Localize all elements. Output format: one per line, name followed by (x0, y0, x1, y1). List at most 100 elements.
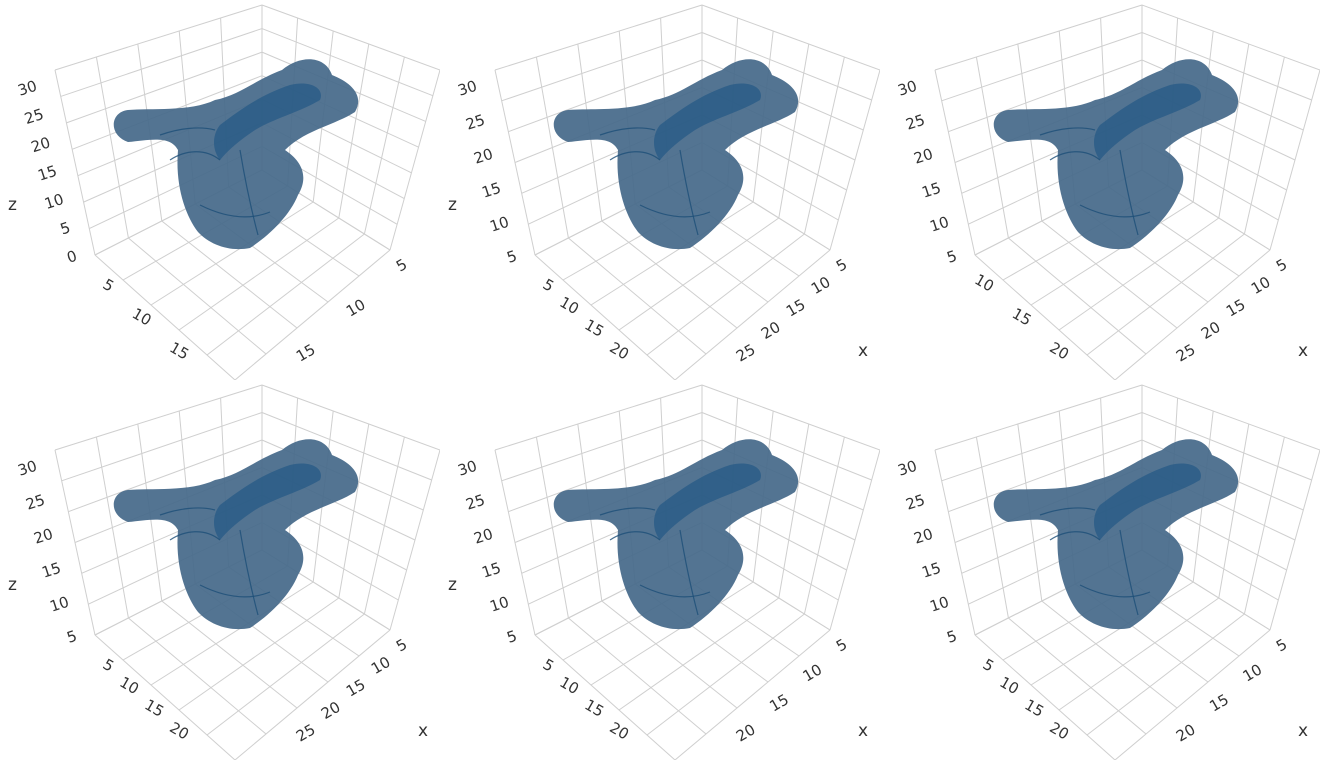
gridline-floor-b (234, 249, 391, 380)
gridline-left-wall-h (54, 384, 263, 451)
gridline-floor-b (178, 217, 340, 331)
gridline-right-wall-v (778, 423, 810, 599)
gridline-left-wall-v (975, 436, 1009, 619)
mesh-ridge-2 (199, 584, 271, 598)
z-tick-label: 10 (928, 593, 952, 616)
y-tick-label: 5 (100, 655, 117, 675)
gridline-left-wall-h (941, 412, 1143, 482)
x-tick-label: 25 (1173, 340, 1199, 365)
z-tick-label: 20 (472, 525, 496, 548)
y-tick-label: 10 (116, 673, 142, 698)
scene-5-mesh-surface[interactable] (553, 439, 799, 630)
x-tick-label: 15 (783, 295, 809, 320)
gridline-floor-a (161, 220, 298, 329)
scene-1-mesh-surface[interactable] (113, 59, 359, 250)
gridline-floor-a (534, 634, 676, 760)
gridline-floor-a (1008, 237, 1147, 355)
y-tick-label: 15 (141, 696, 167, 721)
gridline-right-wall-v (1243, 56, 1285, 235)
gridline-left-wall-h (60, 28, 263, 97)
gridline-floor-b (206, 613, 365, 736)
x-tick-label: 25 (293, 720, 319, 745)
mesh-ridge-3 (239, 149, 259, 236)
gridline-floor-a (161, 600, 298, 709)
gridline-floor-b (618, 217, 780, 331)
gridline-floor-b (1114, 249, 1271, 380)
mesh-shadow-region (1094, 83, 1201, 160)
gridline-right-wall-v (803, 56, 845, 235)
x-tick-label: 20 (758, 318, 784, 343)
gridline-left-wall-h (934, 4, 1143, 71)
y-tick-label: 5 (540, 655, 557, 675)
mesh-ridge-3 (1119, 529, 1139, 616)
mesh-shadow-region (214, 83, 321, 160)
x-tick-label: 15 (343, 675, 369, 700)
gridline-floor-a (94, 634, 236, 760)
y-tick-label: 10 (129, 304, 155, 329)
mesh-ridge-3 (679, 529, 699, 616)
x-tick-label: 5 (393, 635, 410, 655)
z-tick-label: 5 (505, 627, 520, 647)
gridline-right-wall-h (261, 384, 440, 451)
y-tick-label: 5 (540, 275, 557, 295)
mesh-ridge-1 (169, 151, 221, 161)
gridline-left-wall-h (934, 384, 1143, 451)
gridline-left-wall-h (494, 384, 703, 451)
gridline-left-wall-h (501, 32, 703, 102)
scene-panel-6[interactable]: 30 25 20 15 10 5 5 10 15 20 5 10 15 20 x (880, 380, 1320, 760)
gridline-left-wall-h (508, 439, 703, 513)
z-tick-label: 20 (32, 525, 56, 548)
scene-4-mesh-surface[interactable] (113, 439, 359, 630)
scene-panel-1[interactable]: 30 25 20 15 10 5 0 5 10 15 5 10 15 z (0, 0, 440, 380)
gridline-left-wall-v (535, 56, 569, 239)
gridline-right-wall-h (701, 4, 880, 71)
x-axis-title: x (858, 721, 868, 741)
x-tick-label: 5 (833, 255, 850, 275)
mesh-ridge-4 (159, 507, 216, 516)
z-tick-label: 20 (912, 525, 936, 548)
gridline-floor-b (590, 201, 754, 306)
z-tick-label: 20 (29, 133, 53, 156)
mesh-ridge-1 (1049, 151, 1101, 161)
x-tick-label: 10 (343, 295, 369, 320)
mesh-ridge-3 (239, 529, 259, 616)
gridline-left-wall-h (61, 412, 263, 482)
z-tick-label: 25 (904, 111, 928, 134)
gridline-floor-b (674, 249, 831, 380)
gridline-left-wall-v (494, 69, 536, 256)
mesh-body (553, 59, 799, 250)
gridline-floor-b (1030, 581, 1194, 686)
scene-2-mesh-surface[interactable] (553, 59, 799, 250)
x-tick-label: 15 (293, 340, 319, 365)
gridline-left-wall-v (95, 56, 129, 239)
y-tick-label: 10 (996, 673, 1022, 698)
gridline-floor-a (974, 634, 1116, 760)
scene-panel-3[interactable]: 30 25 20 15 10 5 10 15 20 5 10 15 20 25 x (880, 0, 1320, 380)
mesh-shadow-region (654, 83, 761, 160)
gridline-floor-b (590, 581, 754, 686)
scene-panel-5[interactable]: 30 25 20 15 10 5 5 10 15 20 5 10 15 20 z x (440, 380, 880, 760)
y-tick-label: 15 (1009, 304, 1035, 329)
gridline-left-wall-h (68, 439, 263, 513)
x-tick-label: 20 (318, 698, 344, 723)
x-tick-label: 20 (1173, 720, 1199, 745)
z-tick-label: 15 (480, 559, 504, 582)
gridline-floor-a (1008, 617, 1147, 735)
z-tick-label: 30 (16, 457, 40, 480)
gridline-left-wall-v (975, 56, 1009, 239)
scene-panel-4[interactable]: 30 25 20 15 10 5 5 10 15 20 5 10 15 20 25 z x (0, 380, 440, 760)
y-tick-label: 10 (556, 293, 582, 318)
gridline-left-wall-v (934, 449, 976, 636)
mesh-ridge-1 (609, 151, 661, 161)
z-tick-label: 30 (896, 457, 920, 480)
gridline-floor-a (1041, 600, 1178, 709)
scene-panel-2[interactable]: 30 25 20 15 10 5 5 10 15 20 5 10 15 20 25 z x (440, 0, 880, 380)
scene-6-mesh-surface[interactable] (993, 439, 1239, 630)
y-tick-label: 15 (166, 338, 192, 363)
x-tick-label: 15 (1223, 295, 1249, 320)
y-tick-label: 15 (581, 696, 607, 721)
scene-3-mesh-surface[interactable] (993, 59, 1239, 250)
gridline-left-wall-h (501, 412, 703, 482)
